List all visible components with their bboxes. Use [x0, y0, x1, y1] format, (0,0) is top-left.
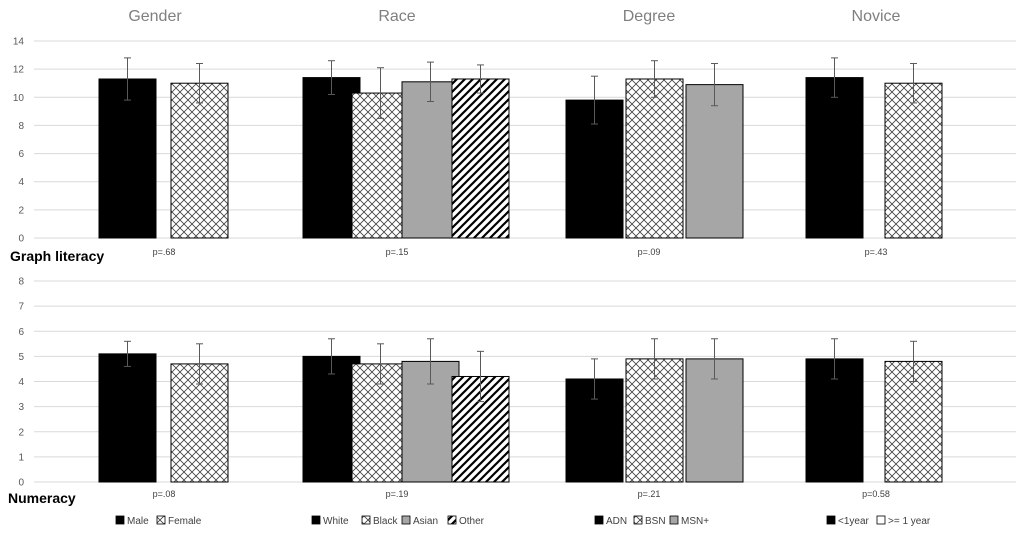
legend-swatch	[401, 515, 411, 525]
bar-novice-0	[805, 77, 864, 239]
bar-novice-1	[884, 82, 943, 239]
p-value-label: p=0.58	[862, 489, 890, 499]
y-tick-label: 5	[18, 352, 24, 363]
group-title-gender: Gender	[128, 8, 182, 25]
legend-swatch	[361, 515, 371, 525]
legend-label: <1year	[838, 516, 870, 527]
legend-swatch	[876, 515, 886, 525]
legend-label: Black	[373, 516, 398, 527]
y-tick-label: 14	[13, 37, 25, 48]
legend-swatch	[115, 515, 125, 525]
bar-degree-1	[625, 78, 684, 239]
panel-label: Numeracy	[8, 490, 76, 506]
legend-label: MSN+	[681, 516, 709, 527]
legend-swatch	[311, 515, 321, 525]
y-tick-label: 2	[18, 205, 24, 216]
legend-label: Male	[127, 516, 149, 527]
p-value-label: p=.15	[386, 247, 409, 257]
y-tick-label: 6	[18, 149, 24, 160]
group-title-degree: Degree	[623, 8, 676, 25]
p-value-label: p=.21	[638, 489, 661, 499]
legend-label: Female	[168, 516, 202, 527]
bar-race-3	[451, 78, 510, 239]
y-tick-label: 1	[18, 452, 24, 463]
p-value-label: p=.68	[153, 247, 176, 257]
y-tick-label: 4	[18, 377, 24, 388]
y-tick-label: 6	[18, 327, 24, 338]
p-value-label: p=.08	[153, 489, 176, 499]
y-tick-label: 3	[18, 402, 24, 413]
y-tick-label: 7	[18, 302, 24, 313]
p-value-label: p=.19	[386, 489, 409, 499]
legend-label: White	[323, 516, 349, 527]
y-tick-label: 8	[18, 121, 24, 132]
legend-swatch	[594, 515, 604, 525]
y-tick-label: 2	[18, 427, 24, 438]
y-tick-label: 8	[18, 277, 24, 288]
bar-gender-0	[98, 78, 157, 239]
legend-swatch	[447, 515, 457, 525]
legend-swatch	[669, 515, 679, 525]
bar-race-0	[302, 77, 361, 239]
bar-race-0	[302, 355, 361, 483]
legend-swatch	[633, 515, 643, 525]
y-tick-label: 10	[13, 93, 25, 104]
panel-label: Graph literacy	[10, 248, 104, 264]
legend-swatch	[826, 515, 836, 525]
bar-degree-2	[685, 84, 744, 239]
group-title-novice: Novice	[852, 8, 901, 25]
legend-label: BSN	[645, 516, 666, 527]
legend-label: Other	[459, 516, 485, 527]
p-value-label: p=.09	[638, 247, 661, 257]
bar-gender-0	[98, 353, 157, 483]
legend-label: Asian	[413, 516, 438, 527]
p-value-label: p=.43	[865, 247, 888, 257]
y-tick-label: 12	[13, 65, 25, 76]
bar-gender-1	[170, 82, 229, 239]
y-tick-label: 0	[18, 234, 24, 245]
legend-label: >= 1 year	[888, 516, 931, 527]
y-tick-label: 0	[18, 478, 24, 489]
legend-swatch	[156, 515, 166, 525]
bar-race-2	[401, 81, 460, 239]
legend-label: ADN	[606, 516, 627, 527]
group-title-race: Race	[378, 8, 415, 25]
y-tick-label: 4	[18, 177, 24, 188]
